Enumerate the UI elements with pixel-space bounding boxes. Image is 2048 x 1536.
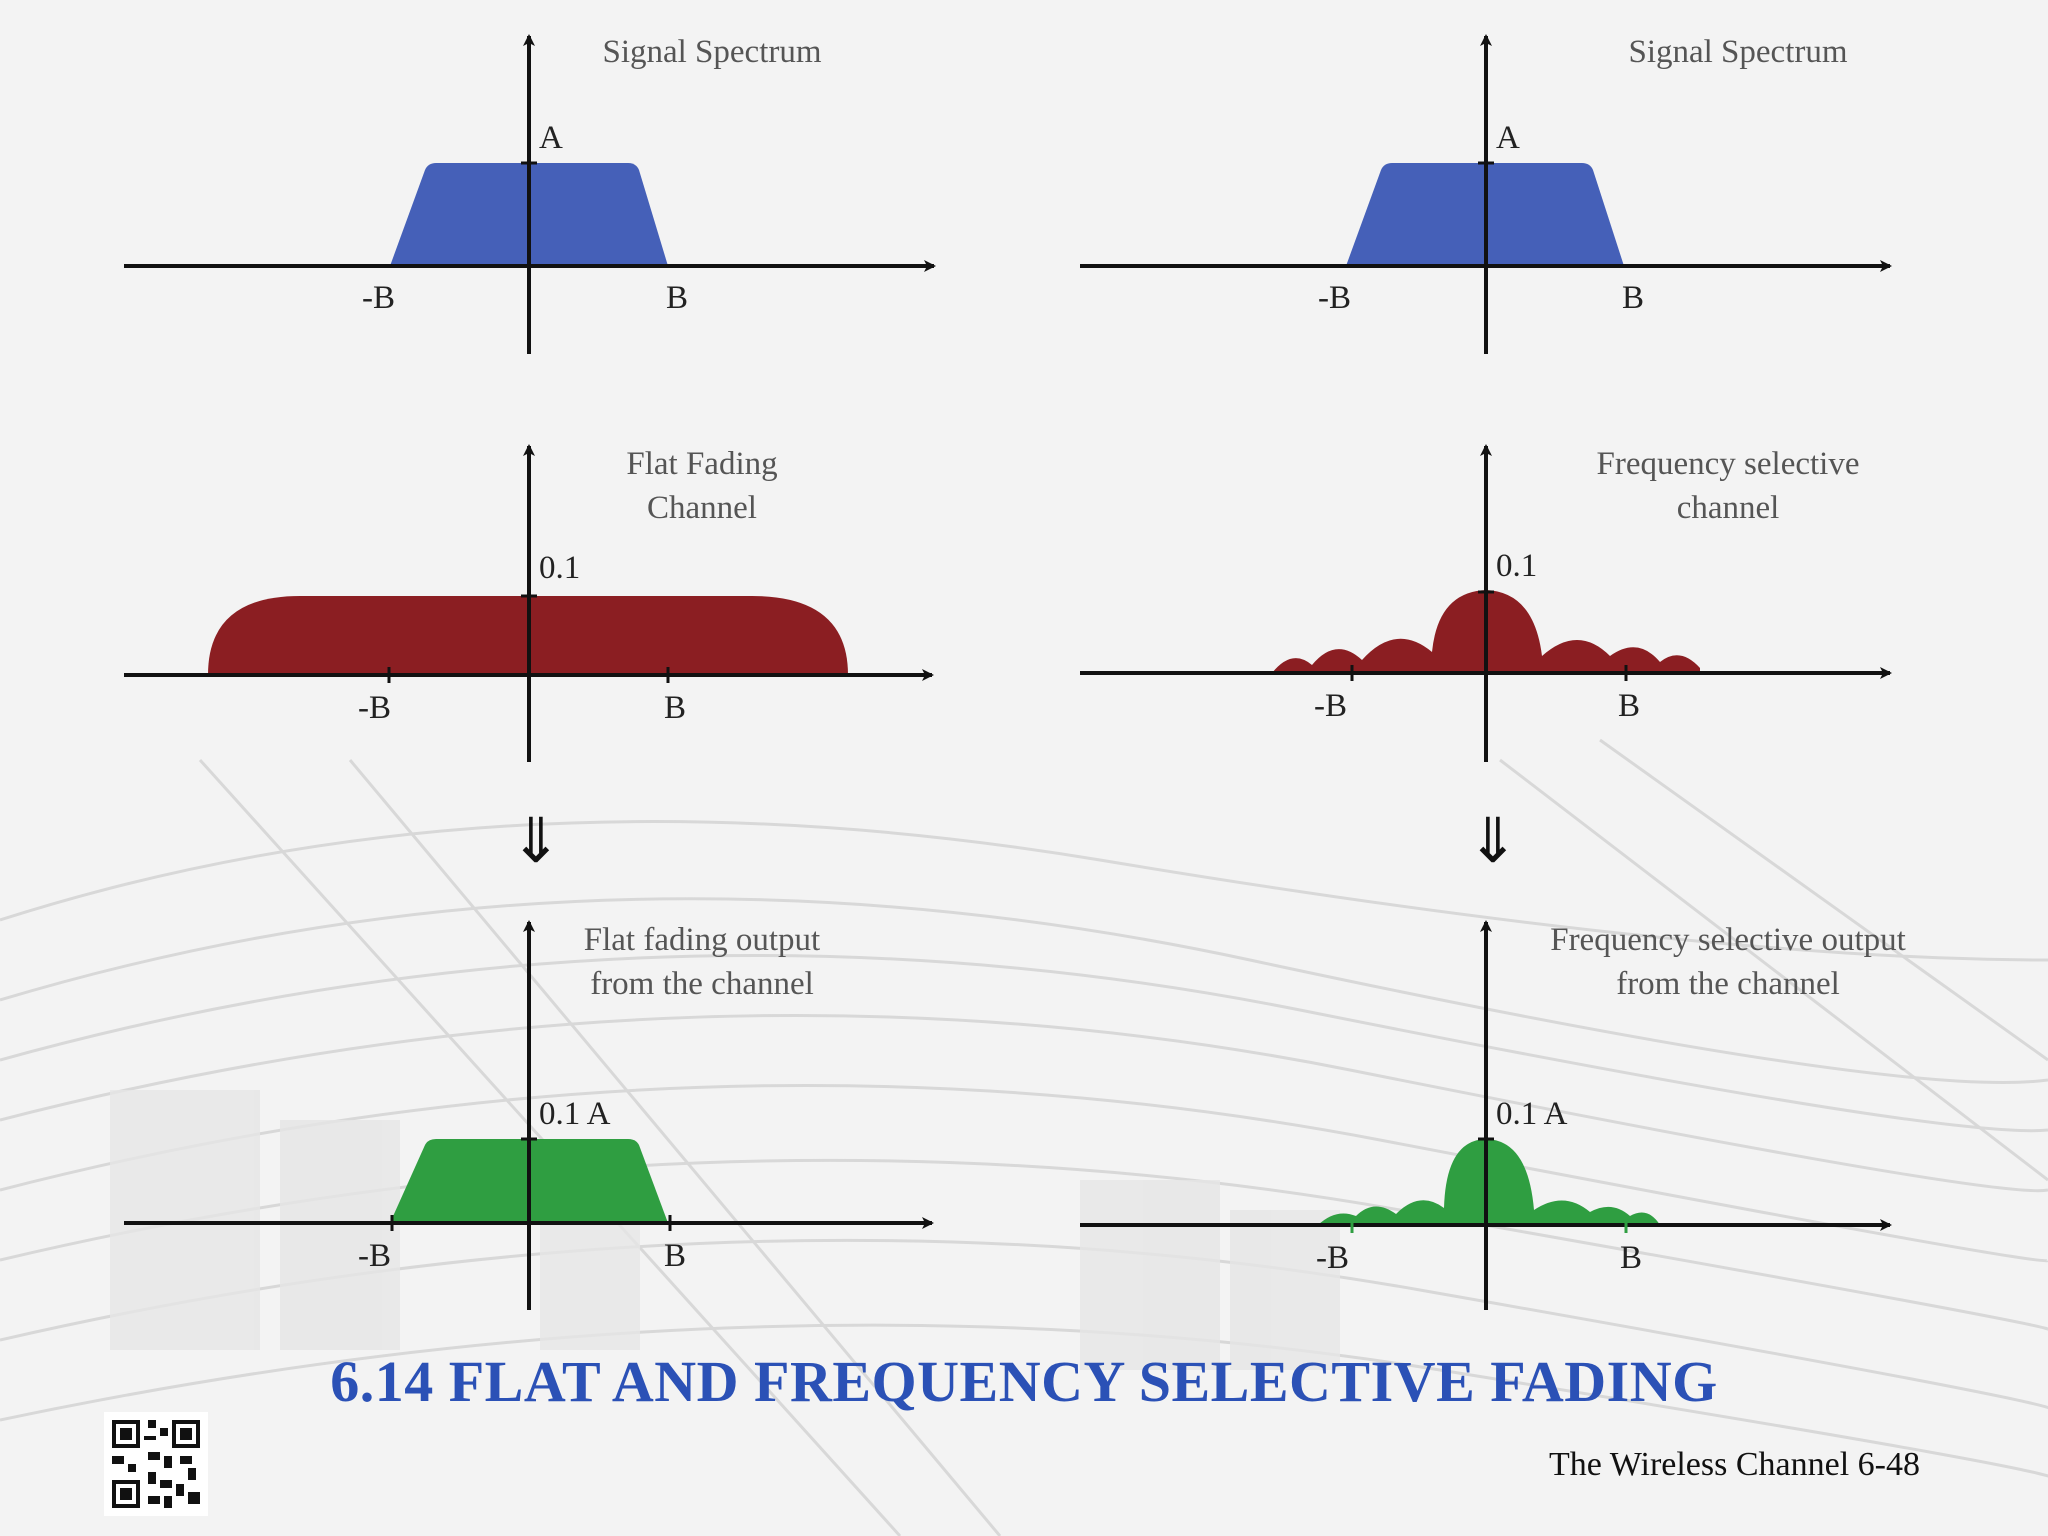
- flat-fading-output-plot: [124, 920, 934, 1310]
- right-bot-pos-label: B: [1620, 1240, 1643, 1276]
- right-top-level-label: A: [1496, 120, 1520, 156]
- frequency-selective-channel-plot: [1080, 444, 1892, 762]
- left-mid-title: Flat Fading Channel: [626, 446, 778, 526]
- right-flow-arrow-icon: ⇓: [1467, 804, 1519, 877]
- right-top-pos-label: B: [1622, 280, 1645, 316]
- frequency-selective-output-shape: [1318, 1139, 1660, 1225]
- right-mid-pos-label: B: [1618, 688, 1641, 724]
- left-top-level-label: A: [539, 120, 563, 156]
- right-top-neg-label: -B: [1318, 280, 1351, 316]
- frequency-selective-output-plot: [1080, 920, 1892, 1310]
- flat-fading-channel-plot: [124, 444, 934, 762]
- left-bot-level-label: 0.1 A: [539, 1096, 611, 1132]
- left-mid-pos-label: B: [664, 690, 687, 726]
- qr-code-icon: [104, 1412, 208, 1516]
- left-signal-spectrum-plot: [124, 34, 936, 354]
- slide-title: 6.14 FLAT AND FREQUENCY SELECTIVE FADING: [330, 1349, 1718, 1414]
- right-mid-title: Frequency selective channel: [1596, 446, 1860, 526]
- right-signal-spectrum-plot: [1080, 34, 1892, 354]
- left-top-title: Signal Spectrum: [602, 34, 822, 70]
- left-top-neg-label: -B: [362, 280, 395, 316]
- right-top-title: Signal Spectrum: [1628, 34, 1848, 70]
- right-mid-neg-label: -B: [1314, 688, 1347, 724]
- left-mid-level-label: 0.1: [539, 550, 581, 586]
- right-bot-level-label: 0.1 A: [1496, 1096, 1568, 1132]
- left-mid-neg-label: -B: [358, 690, 391, 726]
- right-bot-neg-label: -B: [1316, 1240, 1349, 1276]
- left-bot-neg-label: -B: [358, 1238, 391, 1274]
- right-mid-level-label: 0.1: [1496, 548, 1538, 584]
- left-bot-pos-label: B: [664, 1238, 687, 1274]
- right-bot-title: Frequency selective output from the chan…: [1550, 922, 1906, 1002]
- left-bot-title: Flat fading output from the channel: [583, 922, 821, 1002]
- left-top-pos-label: B: [666, 280, 689, 316]
- slide-footer: The Wireless Channel 6-48: [1549, 1446, 1920, 1483]
- left-flow-arrow-icon: ⇓: [510, 804, 562, 877]
